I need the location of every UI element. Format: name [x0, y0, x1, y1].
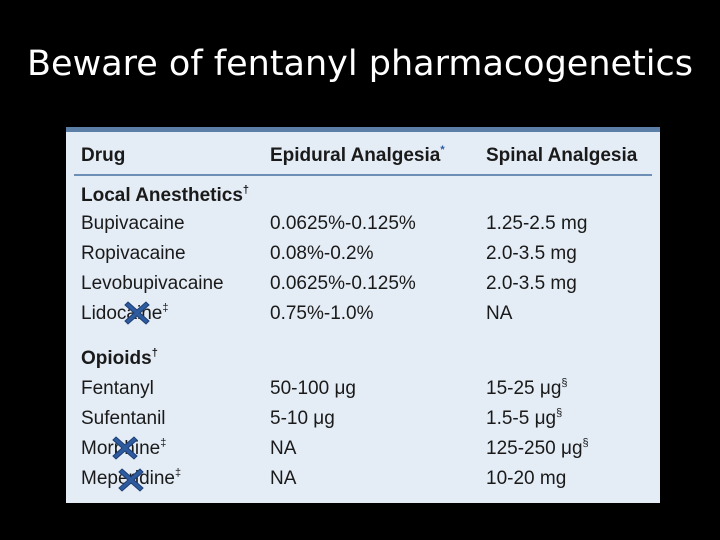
- header-rule: [74, 174, 652, 176]
- table-row: Fentanyl 50-100 μg 15-25 μg§: [81, 377, 568, 400]
- table-row: Levobupivacaine 0.0625%-0.125% 2.0-3.5 m…: [81, 273, 577, 294]
- table-row: Ropivacaine 0.08%-0.2% 2.0-3.5 mg: [81, 243, 577, 264]
- slide-title: Beware of fentanyl pharmacogenetics: [27, 44, 693, 84]
- section-title-local-anesthetics: Local Anesthetics†: [81, 184, 250, 207]
- header-drug: Drug: [81, 145, 126, 166]
- table-header-row: Drug Epidural Analgesia* Spinal Analgesi…: [66, 142, 660, 170]
- dosing-table: Drug Epidural Analgesia* Spinal Analgesi…: [66, 127, 660, 503]
- section-title-opioids: Opioids†: [81, 347, 158, 370]
- header-spinal: Spinal Analgesia: [486, 145, 638, 166]
- x-mark-icon: [118, 468, 144, 492]
- table-row: Morphine‡ NA 125-250 μg§: [81, 437, 589, 460]
- x-mark-icon: [124, 301, 150, 325]
- table-row: Meperidine‡ NA 10-20 mg: [81, 467, 567, 490]
- table-row: Bupivacaine 0.0625%-0.125% 1.25-2.5 mg: [81, 213, 588, 234]
- header-epidural: Epidural Analgesia*: [270, 144, 445, 167]
- table-row: Lidocaine‡ 0.75%-1.0% NA: [81, 302, 513, 325]
- table-row: Sufentanil 5-10 μg 1.5-5 μg§: [81, 407, 563, 430]
- x-mark-icon: [112, 436, 138, 460]
